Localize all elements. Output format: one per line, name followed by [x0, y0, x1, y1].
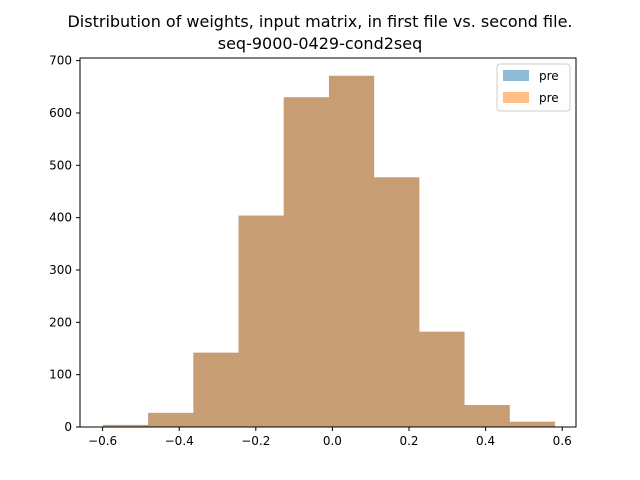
x-tick-label: −0.6 [88, 434, 117, 448]
x-tick-label: −0.2 [241, 434, 270, 448]
x-tick-label: 0.4 [476, 434, 495, 448]
x-tick-label: 0.2 [399, 434, 418, 448]
x-tick-label: −0.4 [165, 434, 194, 448]
histogram-bar [102, 424, 149, 427]
axes-layer: −0.6 −0.4 −0.2 0.0 0.2 0.4 0.6 0 100 200 300 400 500… [49, 54, 577, 448]
histogram-bar [419, 331, 465, 427]
histogram-bar [238, 215, 284, 427]
histogram-bar [374, 177, 420, 427]
y-tick-label: 600 [49, 106, 72, 120]
legend: pre pre [496, 63, 571, 112]
y-tick-label: 0 [64, 420, 72, 434]
histogram-bar [148, 412, 194, 427]
y-tick-label: 200 [49, 315, 72, 329]
y-tick-label: 400 [49, 211, 72, 225]
legend-label: pre [539, 69, 559, 83]
histogram-bar [509, 421, 555, 427]
histogram-bar [328, 75, 375, 427]
y-tick-label: 700 [49, 54, 72, 68]
histogram-bar [283, 97, 329, 428]
chart-title: Distribution of weights, input matrix, i… [67, 12, 573, 31]
x-tick-label: 0.6 [553, 434, 572, 448]
bars-layer [102, 75, 555, 428]
chart-subtitle: seq-9000-0429-cond2seq [217, 34, 423, 53]
plot-frame [79, 57, 577, 428]
legend-swatch [503, 92, 529, 103]
x-tick-label: 0.0 [323, 434, 342, 448]
legend-swatch [503, 70, 529, 81]
histogram-bar [464, 405, 510, 427]
y-tick-label: 300 [49, 263, 72, 277]
y-tick-label: 500 [49, 158, 72, 172]
legend-label: pre [539, 91, 559, 105]
y-tick-label: 100 [49, 368, 72, 382]
histogram-bar [193, 352, 239, 427]
